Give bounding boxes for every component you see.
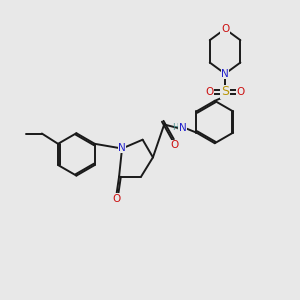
- Text: N: N: [118, 142, 126, 153]
- Text: O: O: [170, 140, 178, 150]
- Text: H: H: [172, 123, 179, 132]
- Text: O: O: [206, 87, 214, 97]
- Text: O: O: [112, 194, 121, 204]
- Text: N: N: [221, 69, 229, 79]
- Text: N: N: [179, 123, 187, 133]
- Text: O: O: [236, 87, 244, 97]
- Text: S: S: [221, 85, 229, 98]
- Text: O: O: [221, 24, 229, 34]
